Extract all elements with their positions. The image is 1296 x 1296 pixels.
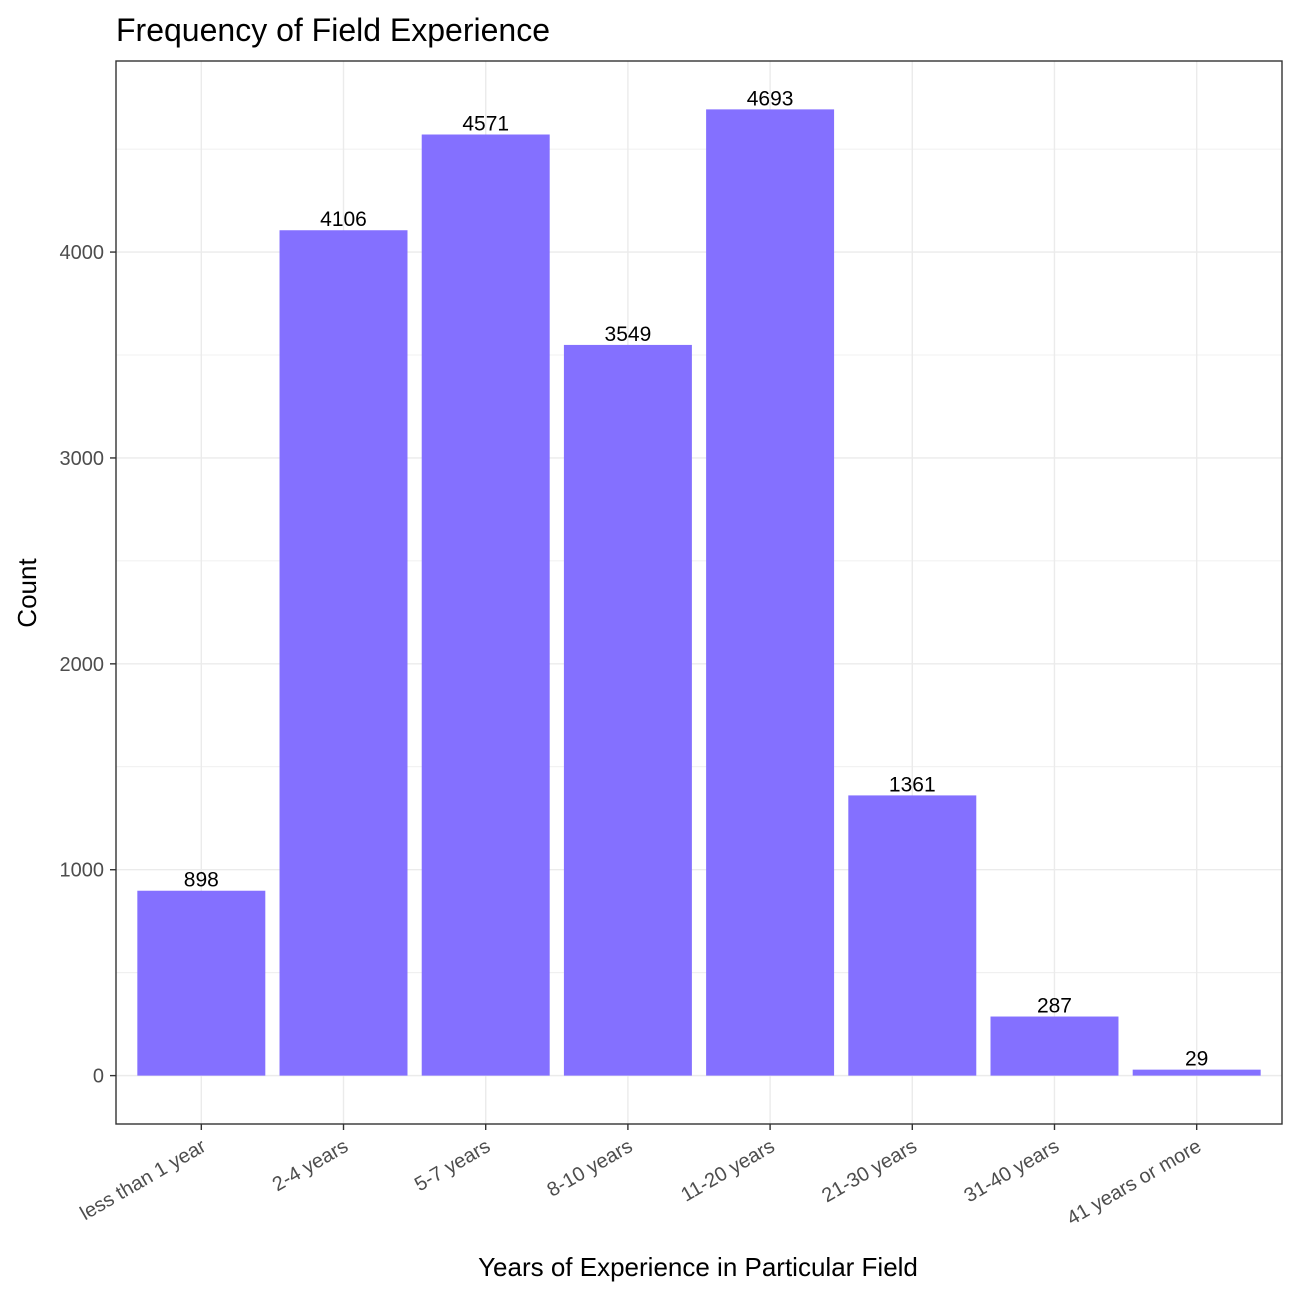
- data-label: 4106: [320, 208, 367, 231]
- bars: [137, 109, 1261, 1076]
- x-tick-label: 8-10 years: [544, 1135, 637, 1201]
- bar: [421, 134, 550, 1076]
- data-label: 4571: [462, 113, 509, 136]
- data-label: 4693: [747, 87, 794, 110]
- x-tick-label: 2-4 years: [269, 1135, 352, 1196]
- data-label: 287: [1037, 995, 1072, 1018]
- bar: [1132, 1069, 1261, 1076]
- x-axis: less than 1 year 2-4 years 5-7 years 8-10 y…: [77, 1124, 1205, 1230]
- y-tick-label: 2000: [60, 654, 105, 676]
- y-axis-title: Count: [12, 558, 42, 628]
- x-tick-label: less than 1 year: [77, 1135, 211, 1225]
- chart-title: Frequency of Field Experience: [116, 12, 550, 48]
- bar: [137, 890, 266, 1076]
- y-tick-label: 1000: [60, 860, 105, 882]
- y-tick-label: 4000: [60, 242, 105, 264]
- bar: [848, 795, 977, 1076]
- x-tick-label: 31-40 years: [961, 1135, 1063, 1207]
- data-label: 3549: [605, 323, 652, 346]
- x-tick-label: 21-30 years: [818, 1135, 920, 1207]
- bar: [990, 1016, 1119, 1076]
- data-label: 898: [184, 869, 219, 892]
- x-tick-label: 11-20 years: [677, 1135, 778, 1206]
- bar: [563, 344, 692, 1076]
- y-axis: 0 1000 2000 3000 4000: [60, 242, 116, 1088]
- x-tick-label: 5-7 years: [411, 1135, 494, 1196]
- bar: [706, 109, 835, 1076]
- panel-border: [115, 60, 1283, 1125]
- data-labels: 898 4106 4571 3549 4693 1361 287 29: [184, 87, 1209, 1070]
- bar: [279, 230, 408, 1076]
- data-label: 29: [1185, 1048, 1208, 1071]
- data-label: 1361: [889, 773, 936, 796]
- y-tick-label: 3000: [60, 448, 105, 470]
- x-axis-title: Years of Experience in Particular Field: [478, 1252, 918, 1282]
- y-tick-label: 0: [93, 1066, 104, 1088]
- x-tick-label: 41 years or more: [1063, 1135, 1205, 1230]
